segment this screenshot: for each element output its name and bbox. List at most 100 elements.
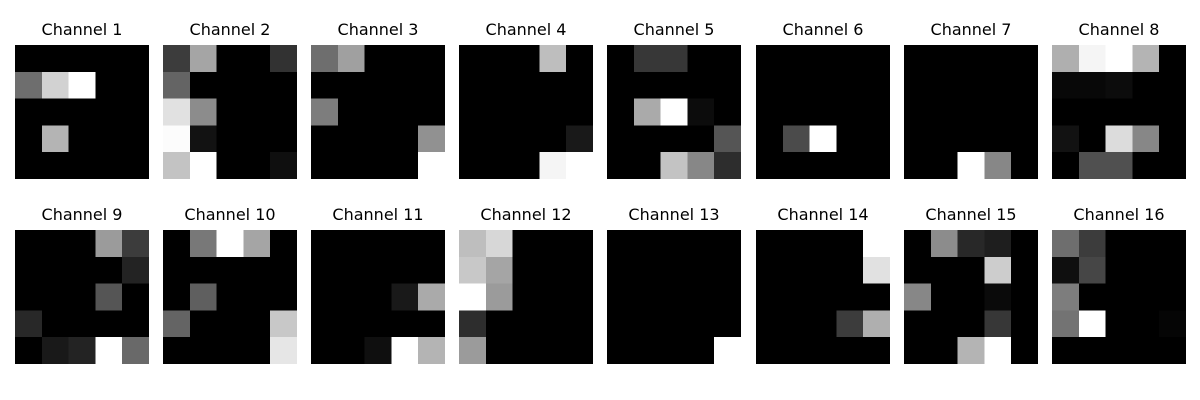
heatmap-cell: [930, 283, 959, 311]
heatmap-cell: [687, 310, 715, 338]
heatmap-cell: [566, 230, 593, 258]
heatmap-cell: [633, 98, 662, 126]
heatmap-cell: [904, 230, 932, 258]
heatmap-cell: [459, 71, 487, 100]
heatmap-cell: [660, 71, 688, 100]
heatmap-cell: [216, 71, 244, 100]
heatmap-cell: [756, 152, 784, 179]
heatmap-cell: [607, 310, 635, 338]
heatmap-cell: [1105, 283, 1133, 311]
heatmap-cell: [836, 71, 864, 100]
heatmap-cell: [189, 125, 218, 153]
heatmap-cell: [41, 230, 70, 258]
heatmap-cell: [485, 125, 514, 153]
heatmap-cell: [1011, 98, 1038, 126]
heatmap-cell: [782, 256, 811, 285]
heatmap-cell: [15, 337, 43, 364]
heatmap-cell: [984, 256, 1012, 285]
channel-heatmap: [904, 45, 1038, 179]
heatmap-cell: [984, 125, 1012, 153]
heatmap-cell: [660, 310, 688, 338]
heatmap-cell: [863, 45, 890, 73]
heatmap-cell: [566, 152, 593, 179]
heatmap-cell: [607, 152, 635, 179]
heatmap-cell: [311, 256, 339, 285]
heatmap-cell: [539, 337, 567, 364]
heatmap-cell: [418, 45, 445, 73]
heatmap-cell: [459, 152, 487, 179]
heatmap-cell: [41, 256, 70, 285]
heatmap-cell: [782, 230, 811, 258]
heatmap-cell: [391, 337, 419, 364]
heatmap-cell: [687, 45, 715, 73]
channel-title: Channel 15: [925, 205, 1017, 224]
heatmap-cell: [68, 283, 96, 311]
heatmap-cell: [163, 98, 191, 126]
heatmap-cell: [1159, 152, 1186, 179]
heatmap-cell: [633, 152, 662, 179]
heatmap-cell: [809, 283, 837, 311]
heatmap-cell: [270, 98, 297, 126]
channel-heatmap: [1052, 230, 1186, 364]
heatmap-cell: [1052, 71, 1080, 100]
heatmap-cell: [1132, 125, 1160, 153]
heatmap-cell: [311, 337, 339, 364]
heatmap-cell: [1078, 230, 1107, 258]
heatmap-cell: [68, 125, 96, 153]
heatmap-cell: [633, 45, 662, 73]
heatmap-cell: [216, 310, 244, 338]
heatmap-cell: [809, 98, 837, 126]
heatmap-cell: [391, 98, 419, 126]
heatmap-cell: [485, 71, 514, 100]
heatmap-cell: [984, 230, 1012, 258]
heatmap-cell: [1052, 98, 1080, 126]
heatmap-cell: [391, 310, 419, 338]
heatmap-cell: [714, 337, 741, 364]
heatmap-cell: [311, 310, 339, 338]
heatmap-cell: [216, 283, 244, 311]
heatmap-cell: [984, 45, 1012, 73]
heatmap-cell: [1078, 45, 1107, 73]
heatmap-cell: [15, 71, 43, 100]
heatmap-cell: [1132, 45, 1160, 73]
heatmap-cell: [41, 283, 70, 311]
heatmap-cell: [485, 98, 514, 126]
heatmap-cell: [863, 310, 890, 338]
heatmap-cell: [863, 256, 890, 285]
heatmap-cell: [539, 98, 567, 126]
heatmap-cell: [189, 152, 218, 179]
channel-heatmap: [163, 230, 297, 364]
heatmap-cell: [863, 71, 890, 100]
channel-title: Channel 5: [633, 20, 715, 39]
heatmap-cell: [15, 230, 43, 258]
channel-title: Channel 6: [782, 20, 864, 39]
heatmap-cell: [337, 337, 366, 364]
heatmap-cell: [660, 45, 688, 73]
heatmap-cell: [15, 125, 43, 153]
heatmap-cell: [714, 71, 741, 100]
heatmap-cell: [485, 256, 514, 285]
heatmap-cell: [1011, 152, 1038, 179]
heatmap-cell: [189, 230, 218, 258]
heatmap-cell: [1011, 256, 1038, 285]
heatmap-cell: [930, 71, 959, 100]
heatmap-cell: [243, 283, 271, 311]
heatmap-cell: [1078, 125, 1107, 153]
heatmap-cell: [311, 283, 339, 311]
heatmap-cell: [311, 125, 339, 153]
heatmap-cell: [512, 283, 540, 311]
heatmap-cell: [566, 71, 593, 100]
heatmap-cell: [459, 230, 487, 258]
heatmap-cell: [216, 337, 244, 364]
heatmap-cell: [364, 152, 392, 179]
heatmap-cell: [687, 230, 715, 258]
heatmap-cell: [1078, 283, 1107, 311]
channel-heatmap: [311, 45, 445, 179]
heatmap-cell: [756, 310, 784, 338]
heatmap-cell: [1052, 337, 1080, 364]
heatmap-cell: [337, 98, 366, 126]
heatmap-cell: [270, 337, 297, 364]
heatmap-cell: [122, 45, 149, 73]
heatmap-cell: [607, 71, 635, 100]
heatmap-cell: [391, 125, 419, 153]
